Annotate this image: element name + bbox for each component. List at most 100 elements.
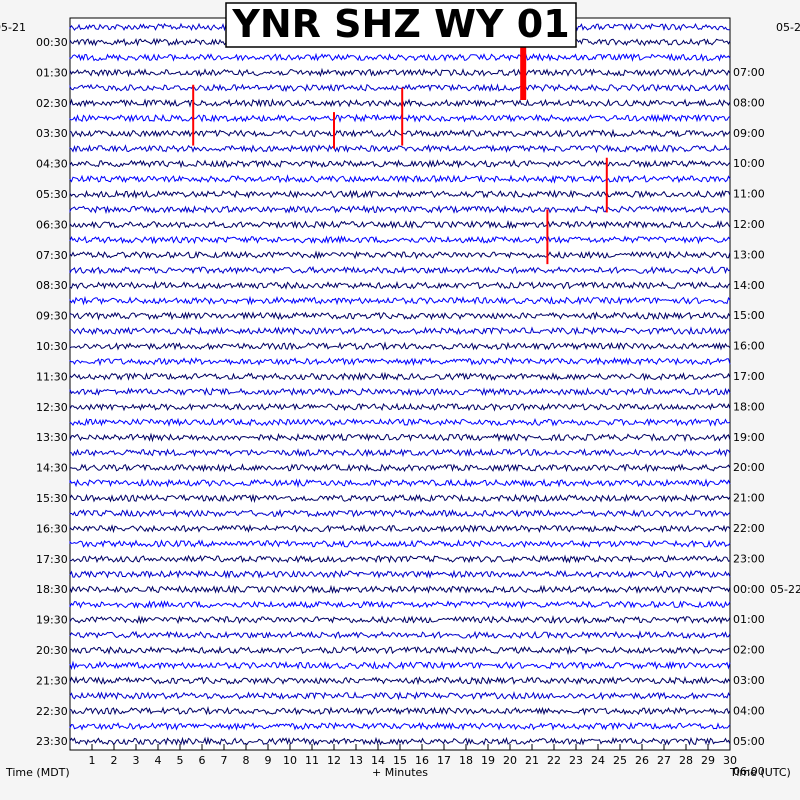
- trace-row-13: [69, 204, 731, 215]
- left-time-label: 03:30: [36, 127, 68, 140]
- right-time-label: 04:00: [733, 704, 765, 717]
- x-tick-label: 7: [221, 754, 228, 767]
- trace-row-15: [69, 235, 731, 245]
- x-tick-label: 9: [265, 754, 272, 767]
- x-tick-label: 26: [635, 754, 649, 767]
- left-time-label: 09:30: [36, 310, 68, 323]
- left-time-label: 02:30: [36, 97, 68, 110]
- x-tick-label: 15: [393, 754, 407, 767]
- trace-row-28: [69, 432, 731, 443]
- right-time-label: 10:00: [733, 157, 765, 170]
- x-tick-label: 27: [657, 754, 671, 767]
- right-time-label: 13:00: [733, 248, 765, 261]
- plot-frame: [69, 17, 731, 751]
- right-time-label: 14:00: [733, 279, 765, 292]
- trace-row-22: [69, 341, 731, 351]
- x-axis-title: + Minutes: [372, 766, 428, 779]
- x-tick-label: 14: [371, 754, 385, 767]
- x-tick-label: 29: [701, 754, 715, 767]
- trace-row-46: [69, 706, 731, 716]
- trace-row-39: [69, 600, 731, 610]
- x-tick-label: 12: [327, 754, 341, 767]
- trace-row-41: [69, 630, 731, 640]
- trace-row-23: [69, 356, 731, 367]
- right-time-labels: 07:00 08:00 09:00 10:00 11:00 12:00 13:00 14:00…: [733, 66, 800, 778]
- left-time-label: 20:30: [36, 644, 68, 657]
- left-time-label: 21:30: [36, 674, 68, 687]
- chart-title: YNR SHZ WY 01: [231, 2, 569, 46]
- trace-row-45: [69, 691, 731, 701]
- trace-row-48: [69, 736, 731, 746]
- x-tick-label: 30: [723, 754, 737, 767]
- trace-row-3: [69, 52, 731, 62]
- x-tick-label: 18: [459, 754, 473, 767]
- trace-row-17: [69, 265, 731, 275]
- left-axis-title: Time (MDT): [5, 766, 70, 779]
- left-time-label: 05:30: [36, 188, 68, 201]
- trace-row-16: [69, 250, 731, 260]
- right-time-label: 11:00: [733, 188, 765, 201]
- trace-row-20: [69, 311, 731, 321]
- left-time-label: 08:30: [36, 279, 68, 292]
- trace-row-21: [69, 326, 731, 336]
- trace-row-31: [69, 478, 731, 488]
- trace-row-29: [69, 447, 731, 458]
- left-time-label: 10:30: [36, 340, 68, 353]
- x-tick-label: 20: [503, 754, 517, 767]
- right-time-label: 12:00: [733, 218, 765, 231]
- x-tick-label: 11: [305, 754, 319, 767]
- x-tick-label: 21: [525, 754, 539, 767]
- left-time-label: 22:30: [36, 705, 68, 718]
- right-axis-title: Time (UTC): [729, 766, 791, 779]
- trace-row-19: [69, 295, 731, 306]
- right-time-label: 09:00: [733, 127, 765, 140]
- right-time-label: 18:00: [733, 400, 765, 413]
- title-box: [225, 2, 577, 48]
- trace-row-6: [69, 98, 731, 108]
- right-time-label: 20:00: [733, 461, 765, 474]
- right-time-label: 15:00: [733, 309, 765, 322]
- right-time-label: 00:00: [733, 583, 765, 596]
- trace-row-33: [69, 508, 731, 518]
- trace-row-36: [69, 554, 731, 564]
- x-tick-label: 10: [283, 754, 297, 767]
- trace-row-4: [69, 67, 731, 78]
- left-time-label: 14:30: [36, 462, 68, 475]
- left-time-label: 11:30: [36, 370, 68, 383]
- event-group: [192, 45, 608, 265]
- x-tick-label: 6: [199, 754, 206, 767]
- trace-row-5: [69, 83, 731, 93]
- left-time-label: 07:30: [36, 249, 68, 262]
- trace-row-43: [69, 660, 731, 671]
- x-tick-label: 5: [177, 754, 184, 767]
- trace-row-44: [69, 676, 731, 686]
- left-time-labels: 00:30 01:30 02:30 03:30 04:30 05:30 06:30 07:30…: [36, 36, 68, 748]
- trace-row-34: [69, 524, 731, 534]
- trace-row-9: [69, 144, 731, 154]
- right-time-label: 02:00: [733, 644, 765, 657]
- left-time-label: 00:30: [36, 36, 68, 49]
- x-tick-label: 8: [243, 754, 250, 767]
- right-time-label: 21:00: [733, 492, 765, 505]
- trace-row-38: [69, 584, 731, 595]
- right-time-label: 07:00: [733, 66, 765, 79]
- trace-row-27: [69, 417, 731, 427]
- trace-row-37: [69, 569, 731, 579]
- x-tick-label: 3: [133, 754, 140, 767]
- right-time-label: 06:00: [733, 765, 765, 778]
- trace-row-26: [69, 402, 731, 412]
- x-tick-label: 2: [111, 754, 118, 767]
- trace-row-11: [69, 174, 731, 184]
- x-tick-label: 23: [569, 754, 583, 767]
- x-tick-label: 22: [547, 754, 561, 767]
- trace-row-25: [69, 387, 731, 397]
- right-time-label: 23:00: [733, 552, 765, 565]
- x-tick-label: 19: [481, 754, 495, 767]
- trace-row-47: [69, 721, 731, 731]
- left-time-label: 18:30: [36, 583, 68, 596]
- right-time-label: 19:00: [733, 431, 765, 444]
- trace-row-42: [69, 645, 731, 656]
- left-time-label: 17:30: [36, 553, 68, 566]
- right-time-label: 03:00: [733, 674, 765, 687]
